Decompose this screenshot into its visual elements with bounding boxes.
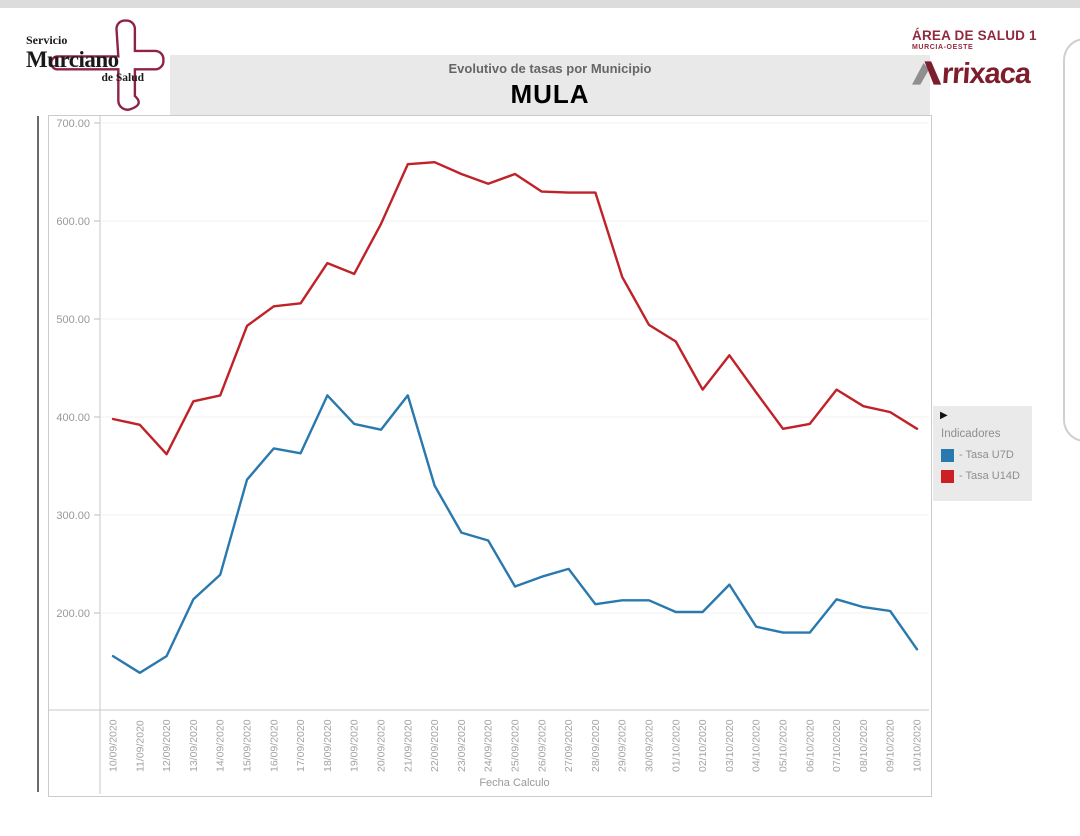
svg-text:28/09/2020: 28/09/2020: [590, 719, 602, 772]
sms-line1: Servicio: [26, 33, 68, 47]
collapsed-side-panel[interactable]: [1063, 38, 1080, 442]
page-left-border: [37, 12, 39, 792]
arrixaca-a-icon: [912, 61, 942, 85]
legend-panel: ▶ Indicadores - Tasa U7D - Tasa U14D: [933, 406, 1032, 501]
line-chart: 700.00 600.00 500.00 400.00 300.00 200.00 10/0…: [48, 115, 932, 797]
area-salud-logo: ÁREA DE SALUD 1 MURCIA-OESTE rrixaca: [912, 28, 1062, 108]
arrixaca-wordmark: rrixaca: [940, 57, 1032, 90]
sms-line2: Murciano: [26, 47, 119, 72]
svg-text:06/10/2020: 06/10/2020: [804, 719, 816, 772]
svg-text:400.00: 400.00: [56, 412, 90, 424]
sms-logo-text: Servicio Murciano de Salud: [26, 34, 146, 85]
svg-text:15/09/2020: 15/09/2020: [242, 719, 254, 772]
svg-text:13/09/2020: 13/09/2020: [188, 719, 200, 772]
sms-logo: Servicio Murciano de Salud: [22, 10, 174, 116]
svg-text:19/09/2020: 19/09/2020: [349, 719, 361, 772]
svg-text:30/09/2020: 30/09/2020: [644, 719, 656, 772]
chart-canvas: 700.00 600.00 500.00 400.00 300.00 200.00 10/0…: [49, 116, 929, 794]
svg-text:17/09/2020: 17/09/2020: [295, 719, 307, 772]
svg-text:29/09/2020: 29/09/2020: [617, 719, 629, 772]
svg-text:05/10/2020: 05/10/2020: [778, 719, 790, 772]
legend-item-label: - Tasa U7D: [959, 449, 1014, 461]
svg-text:600.00: 600.00: [56, 216, 90, 228]
svg-text:03/10/2020: 03/10/2020: [724, 719, 736, 772]
sms-line3: de Salud: [101, 72, 144, 84]
svg-text:27/09/2020: 27/09/2020: [563, 719, 575, 772]
svg-text:01/10/2020: 01/10/2020: [670, 719, 682, 772]
svg-text:500.00: 500.00: [56, 314, 90, 326]
svg-text:11/09/2020: 11/09/2020: [134, 720, 146, 772]
svg-text:25/09/2020: 25/09/2020: [510, 719, 522, 772]
svg-text:09/10/2020: 09/10/2020: [885, 719, 897, 772]
svg-text:700.00: 700.00: [56, 118, 90, 130]
svg-text:24/09/2020: 24/09/2020: [483, 719, 495, 772]
arrixaca-logo: rrixaca: [911, 57, 1063, 90]
svg-text:02/10/2020: 02/10/2020: [697, 719, 709, 772]
svg-text:10/10/2020: 10/10/2020: [912, 719, 924, 772]
u7d-swatch-icon: [941, 448, 954, 462]
svg-text:26/09/2020: 26/09/2020: [536, 719, 548, 772]
svg-text:16/09/2020: 16/09/2020: [268, 719, 280, 772]
u14d-swatch-icon: [941, 469, 954, 483]
legend-expand-icon[interactable]: ▶: [940, 410, 948, 421]
municipality-title: MULA: [510, 79, 590, 109]
svg-text:300.00: 300.00: [56, 510, 90, 522]
svg-text:08/10/2020: 08/10/2020: [858, 719, 870, 772]
svg-text:14/09/2020: 14/09/2020: [215, 719, 227, 772]
svg-text:21/09/2020: 21/09/2020: [402, 719, 414, 772]
svg-text:20/09/2020: 20/09/2020: [376, 719, 388, 772]
legend-item-u14d[interactable]: - Tasa U14D: [941, 469, 1020, 483]
svg-text:10/09/2020: 10/09/2020: [108, 719, 120, 772]
report-title-bar: Evolutivo de tasas por Municipio MULA: [170, 55, 930, 116]
svg-text:18/09/2020: 18/09/2020: [322, 719, 334, 772]
svg-text:Fecha Calculo: Fecha Calculo: [479, 777, 549, 789]
legend-title: Indicadores: [941, 428, 1001, 440]
report-title: Evolutivo de tasas por Municipio: [448, 61, 652, 76]
svg-text:23/09/2020: 23/09/2020: [456, 719, 468, 772]
area-salud-line1: ÁREA DE SALUD 1: [912, 28, 1037, 43]
svg-text:07/10/2020: 07/10/2020: [831, 719, 843, 772]
svg-text:04/10/2020: 04/10/2020: [751, 719, 763, 772]
svg-text:12/09/2020: 12/09/2020: [161, 719, 173, 772]
sms-cross-icon: [49, 19, 165, 111]
legend-item-label: - Tasa U14D: [959, 470, 1020, 482]
legend-item-u7d[interactable]: - Tasa U7D: [941, 448, 1014, 462]
svg-text:22/09/2020: 22/09/2020: [429, 719, 441, 772]
top-band: [0, 0, 1080, 8]
area-salud-line2: MURCIA-OESTE: [912, 44, 974, 51]
svg-text:200.00: 200.00: [56, 608, 90, 620]
